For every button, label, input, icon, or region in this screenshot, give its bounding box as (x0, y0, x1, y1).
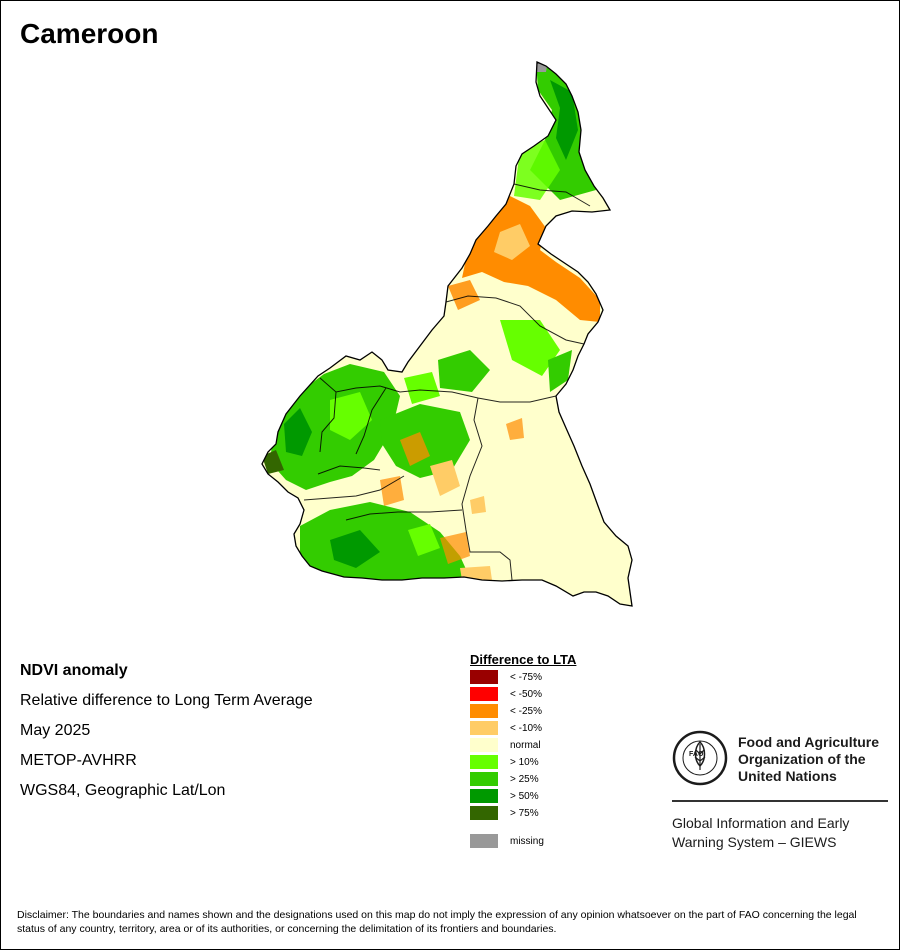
legend: Difference to LTA < -75% < -50% < -25% < -1… (470, 652, 576, 851)
legend-swatch-missing (470, 834, 498, 848)
legend-item: < -50% (470, 687, 576, 704)
legend-item: > 10% (470, 755, 576, 772)
legend-item: < -75% (470, 670, 576, 687)
legend-label: > 50% (510, 791, 539, 802)
legend-item: < -10% (470, 721, 576, 738)
info-sensor: METOP-AVHRR (20, 752, 137, 769)
legend-swatch (470, 772, 498, 786)
legend-label: > 25% (510, 774, 539, 785)
fao-divider (672, 800, 888, 802)
info-period: May 2025 (20, 722, 91, 739)
map-info: NDVI anomaly Relative difference to Long… (20, 656, 313, 806)
legend-label: < -10% (510, 723, 542, 734)
legend-swatch (470, 755, 498, 769)
legend-label: > 10% (510, 757, 539, 768)
legend-label-missing: missing (510, 836, 544, 847)
info-subtitle: Relative difference to Long Term Average (20, 692, 313, 709)
fao-org-name: Food and Agriculture Organization of the… (738, 734, 880, 784)
info-projection: WGS84, Geographic Lat/Lon (20, 782, 226, 799)
disclaimer: Disclaimer: The boundaries and names sho… (17, 909, 857, 935)
legend-swatch (470, 721, 498, 735)
fao-logo-icon: FAO (672, 730, 728, 786)
legend-swatch (470, 789, 498, 803)
legend-item: < -25% (470, 704, 576, 721)
legend-label: < -75% (510, 672, 542, 683)
legend-label: normal (510, 740, 541, 751)
info-heading: NDVI anomaly (20, 662, 128, 679)
legend-item: > 75% (470, 806, 576, 823)
legend-swatch (470, 670, 498, 684)
giews-name: Global Information and Early Warning Sys… (672, 815, 850, 850)
legend-item-missing: missing (470, 834, 576, 851)
legend-swatch (470, 704, 498, 718)
legend-label: < -25% (510, 706, 542, 717)
fao-logo-letters: FAO (689, 751, 704, 758)
legend-swatch (470, 687, 498, 701)
cameroon-ndvi-map (261, 61, 633, 607)
legend-title: Difference to LTA (470, 652, 577, 667)
legend-item: > 50% (470, 789, 576, 806)
legend-item: normal (470, 738, 576, 755)
legend-rows: < -75% < -50% < -25% < -10% normal > 10% > 25%… (470, 670, 576, 823)
legend-label: > 75% (510, 808, 539, 819)
legend-swatch (470, 738, 498, 752)
legend-item: > 25% (470, 772, 576, 789)
legend-swatch (470, 806, 498, 820)
legend-label: < -50% (510, 689, 542, 700)
map-title: Cameroon (20, 18, 159, 49)
